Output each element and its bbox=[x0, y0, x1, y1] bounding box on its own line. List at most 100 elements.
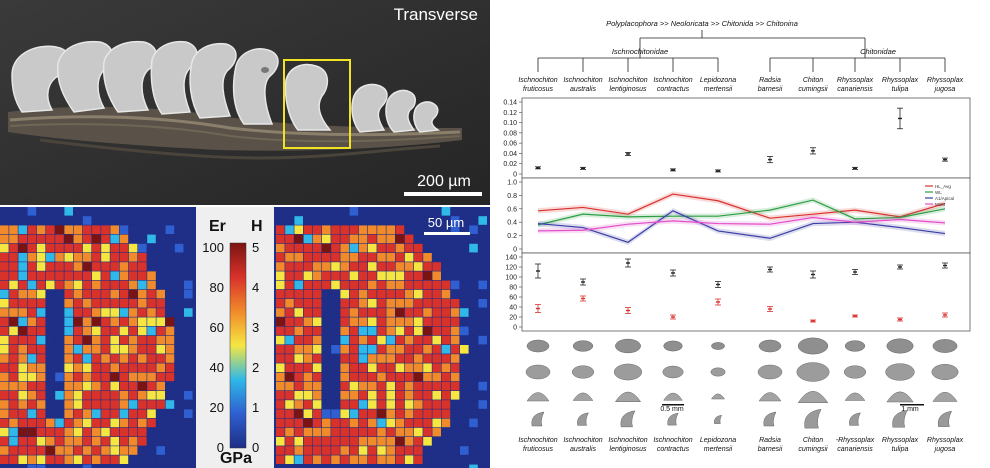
map-pixel bbox=[36, 280, 46, 290]
map-pixel bbox=[441, 381, 451, 391]
map-pixel bbox=[395, 299, 405, 308]
map-pixel bbox=[285, 455, 294, 464]
y-tick-label: 0 bbox=[513, 247, 517, 254]
series-line bbox=[537, 193, 946, 219]
map-pixel bbox=[138, 372, 147, 382]
map-pixel bbox=[331, 280, 340, 290]
map-pixel bbox=[101, 372, 110, 382]
map-pixel bbox=[276, 234, 285, 244]
map-pixel bbox=[64, 234, 73, 244]
map-pixel bbox=[82, 289, 92, 299]
map-pixel bbox=[441, 427, 451, 437]
map-pixel bbox=[27, 455, 37, 464]
map-pixel bbox=[128, 207, 138, 216]
map-pixel bbox=[303, 225, 313, 234]
map-pixel bbox=[156, 363, 165, 372]
map-pixel bbox=[478, 409, 487, 418]
map-pixel bbox=[174, 345, 184, 354]
map-pixel bbox=[460, 400, 469, 409]
map-pixel bbox=[414, 207, 423, 216]
bottom-genus-label: -Rhyssoplax bbox=[836, 437, 875, 444]
map-pixel bbox=[55, 326, 64, 336]
map-pixel bbox=[441, 464, 451, 468]
map-pixel bbox=[322, 345, 331, 354]
tooth-image bbox=[804, 408, 822, 429]
map-pixel bbox=[27, 335, 37, 345]
map-pixel bbox=[119, 464, 129, 468]
map-pixel bbox=[165, 234, 175, 244]
map-pixel bbox=[138, 326, 147, 336]
map-pixel bbox=[432, 225, 441, 234]
map-pixel bbox=[450, 409, 460, 418]
tree-genus-label: Ischnochiton bbox=[608, 77, 647, 84]
map-pixel bbox=[368, 354, 377, 363]
tooth-image bbox=[667, 412, 679, 426]
map-pixel bbox=[285, 326, 294, 336]
map-pixel bbox=[18, 418, 27, 428]
map-pixel bbox=[349, 335, 359, 345]
map-pixel bbox=[395, 363, 405, 372]
map-pixel bbox=[395, 409, 405, 418]
map-pixel bbox=[340, 381, 349, 391]
map-pixel bbox=[285, 345, 294, 354]
map-pixel bbox=[414, 216, 423, 225]
map-pixel bbox=[0, 271, 9, 280]
tooth-image bbox=[844, 340, 866, 352]
map-pixel bbox=[36, 437, 46, 446]
map-pixel bbox=[147, 280, 156, 290]
map-pixel bbox=[82, 326, 92, 336]
map-pixel bbox=[55, 243, 64, 253]
map-pixel bbox=[441, 271, 451, 280]
map-pixel bbox=[184, 455, 193, 464]
map-pixel bbox=[478, 455, 487, 464]
map-pixel bbox=[368, 372, 377, 382]
y-tick-label: 0.08 bbox=[503, 130, 517, 137]
scale-bar-small bbox=[662, 404, 684, 406]
map-pixel bbox=[0, 400, 9, 409]
map-pixel bbox=[303, 317, 313, 326]
map-pixel bbox=[404, 216, 414, 225]
map-pixel bbox=[55, 354, 64, 363]
map-pixel bbox=[358, 363, 368, 372]
map-pixel bbox=[432, 234, 441, 244]
map-pixel bbox=[322, 234, 331, 244]
map-pixel bbox=[27, 381, 37, 391]
tree-genus-label: Ischnochiton bbox=[518, 77, 557, 84]
map-pixel bbox=[276, 299, 285, 308]
map-pixel bbox=[478, 391, 487, 400]
y-tick-label: 0.2 bbox=[507, 233, 517, 240]
map-pixel bbox=[101, 381, 110, 391]
map-pixel bbox=[386, 418, 395, 428]
map-pixel bbox=[460, 207, 469, 216]
map-pixel bbox=[423, 308, 432, 317]
map-pixel bbox=[414, 345, 423, 354]
map-pixel bbox=[414, 409, 423, 418]
map-pixel bbox=[377, 308, 386, 317]
tooth-image bbox=[886, 338, 914, 354]
map-pixel bbox=[340, 409, 349, 418]
map-pixel bbox=[478, 308, 487, 317]
map-pixel bbox=[128, 464, 138, 468]
map-pixel bbox=[73, 335, 83, 345]
map-pixel bbox=[147, 363, 156, 372]
map-pixel bbox=[64, 455, 73, 464]
tree-species-label: fruticosus bbox=[523, 86, 553, 93]
map-pixel bbox=[432, 418, 441, 428]
map-pixel bbox=[441, 372, 451, 382]
map-pixel bbox=[110, 207, 119, 216]
map-pixel bbox=[432, 317, 441, 326]
map-pixel bbox=[147, 418, 156, 428]
map-pixel bbox=[322, 446, 331, 455]
map-pixel bbox=[101, 289, 110, 299]
map-pixel bbox=[358, 253, 368, 262]
map-pixel bbox=[303, 354, 313, 363]
y-tick-label: 0.06 bbox=[503, 141, 517, 148]
map-pixel bbox=[64, 225, 73, 234]
map-pixel bbox=[0, 299, 9, 308]
map-pixel bbox=[276, 391, 285, 400]
map-pixel bbox=[423, 280, 432, 290]
map-pixel bbox=[36, 207, 46, 216]
map-pixel bbox=[404, 207, 414, 216]
map-pixel bbox=[18, 391, 27, 400]
map-pixel bbox=[358, 299, 368, 308]
